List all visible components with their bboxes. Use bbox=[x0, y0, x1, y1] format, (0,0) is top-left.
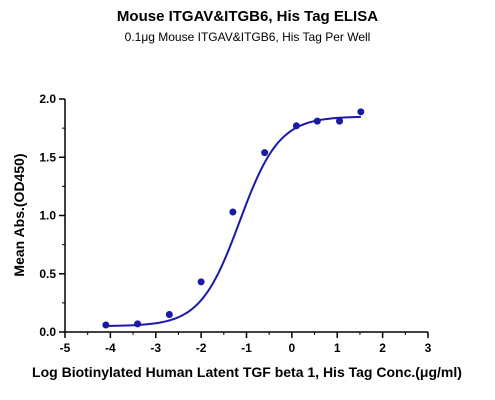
fit-curve bbox=[105, 115, 361, 327]
fit-curve-layer bbox=[105, 115, 361, 327]
data-points-layer bbox=[102, 108, 365, 329]
data-point bbox=[336, 117, 344, 125]
axes: -5 -4 -3 -2 -1 0 1 2 3 0.0 0.5 1.0 1.5 2.0 bbox=[39, 92, 431, 355]
data-point bbox=[357, 108, 365, 116]
chart-subtitle: 0.1μg Mouse ITGAV&ITGB6, His Tag Per Wel… bbox=[124, 30, 371, 44]
x-tick-label: -1 bbox=[241, 341, 252, 355]
data-point bbox=[165, 311, 173, 319]
x-tick-label: 3 bbox=[425, 341, 432, 355]
x-tick-label: 2 bbox=[379, 341, 386, 355]
data-point bbox=[292, 122, 300, 130]
data-point bbox=[102, 321, 110, 329]
chart-title: Mouse ITGAV&ITGB6, His Tag ELISA bbox=[116, 8, 379, 25]
data-point bbox=[197, 278, 205, 286]
y-axis-label: Mean Abs.(OD450) bbox=[11, 153, 27, 276]
data-point bbox=[261, 149, 269, 157]
x-tick-label: 1 bbox=[334, 341, 341, 355]
data-point bbox=[313, 117, 321, 125]
y-tick-label: 1.5 bbox=[39, 150, 56, 164]
x-tick-label: -4 bbox=[105, 341, 116, 355]
x-tick-label: -2 bbox=[196, 341, 207, 355]
y-tick-label: 0.5 bbox=[39, 267, 56, 281]
data-point bbox=[229, 208, 237, 216]
y-tick-label: 1.0 bbox=[39, 209, 56, 223]
x-tick-label: -3 bbox=[150, 341, 161, 355]
x-axis-label: Log Biotinylated Human Latent TGF beta 1… bbox=[32, 364, 462, 380]
x-tick-label: -5 bbox=[60, 341, 71, 355]
y-tick-label: 0.0 bbox=[39, 325, 56, 339]
x-tick-label: 0 bbox=[289, 341, 296, 355]
data-point bbox=[134, 320, 142, 328]
y-tick-label: 2.0 bbox=[39, 92, 56, 106]
